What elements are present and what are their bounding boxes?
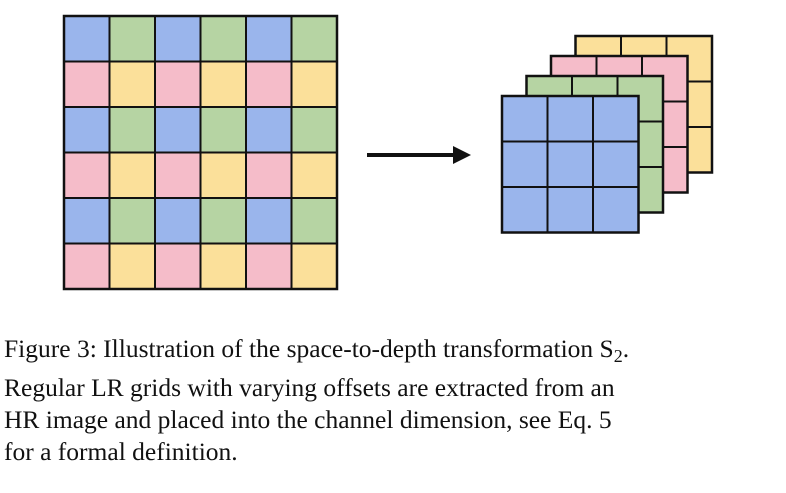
hr-cell-yellow xyxy=(290,60,338,108)
space-to-depth-figure xyxy=(62,14,714,291)
transform-arrow xyxy=(367,146,471,164)
lr-cell-blue xyxy=(546,95,594,143)
hr-cell-blue xyxy=(245,106,293,154)
hr-cell-green xyxy=(108,197,156,245)
hr-cell-yellow xyxy=(199,60,247,108)
lr-cell-blue xyxy=(546,140,594,188)
hr-cell-green xyxy=(199,106,247,154)
hr-cell-green xyxy=(290,106,338,154)
hr-cell-yellow xyxy=(108,60,156,108)
hr-cell-yellow xyxy=(108,242,156,290)
hr-cell-green xyxy=(108,106,156,154)
hr-cell-pink xyxy=(245,242,293,290)
hr-cell-green xyxy=(290,15,338,63)
hr-cell-yellow xyxy=(199,151,247,199)
hr-cell-blue xyxy=(154,197,202,245)
lr-cell-blue xyxy=(592,95,640,143)
lr-cell-blue xyxy=(592,186,640,234)
caption-line-4: for a formal definition. xyxy=(4,437,238,466)
hr-image-grid xyxy=(62,14,339,291)
hr-cell-blue xyxy=(63,15,111,63)
caption-line-1-text: Figure 3: Illustration of the space-to-d… xyxy=(4,334,614,363)
caption-subscript: 2 xyxy=(613,346,623,366)
hr-cell-yellow xyxy=(108,151,156,199)
hr-cell-blue xyxy=(63,197,111,245)
caption-line-2: Regular LR grids with varying offsets ar… xyxy=(4,373,615,402)
hr-cell-blue xyxy=(63,106,111,154)
lr-cell-blue xyxy=(501,186,549,234)
hr-cell-green xyxy=(199,15,247,63)
hr-cell-blue xyxy=(245,197,293,245)
hr-grid-border xyxy=(62,14,339,291)
lr-channel-stack xyxy=(500,34,714,234)
lr-channel-blue xyxy=(500,94,640,234)
lr-cell-blue xyxy=(501,140,549,188)
hr-cell-pink xyxy=(245,60,293,108)
hr-cell-green xyxy=(290,197,338,245)
caption-line-1: Figure 3: Illustration of the space-to-d… xyxy=(4,333,784,372)
lr-cell-blue xyxy=(592,140,640,188)
hr-cell-yellow xyxy=(290,151,338,199)
hr-cell-pink xyxy=(63,151,111,199)
figure-caption: Figure 3: Illustration of the space-to-d… xyxy=(4,333,784,468)
hr-cell-blue xyxy=(245,15,293,63)
hr-cell-yellow xyxy=(199,242,247,290)
hr-cell-pink xyxy=(154,151,202,199)
hr-cell-blue xyxy=(154,106,202,154)
hr-cell-green xyxy=(199,197,247,245)
lr-cell-blue xyxy=(546,186,594,234)
hr-cell-pink xyxy=(245,151,293,199)
arrow-head xyxy=(453,146,471,164)
hr-cell-pink xyxy=(63,60,111,108)
hr-cell-pink xyxy=(154,60,202,108)
caption-period: . xyxy=(622,334,630,363)
hr-cell-blue xyxy=(154,15,202,63)
caption-line-3: HR image and placed into the channel dim… xyxy=(4,405,612,434)
hr-cell-yellow xyxy=(290,242,338,290)
lr-cell-blue xyxy=(501,95,549,143)
hr-cell-green xyxy=(108,15,156,63)
lr-grid-border xyxy=(500,94,640,234)
hr-cell-pink xyxy=(154,242,202,290)
hr-cell-pink xyxy=(63,242,111,290)
